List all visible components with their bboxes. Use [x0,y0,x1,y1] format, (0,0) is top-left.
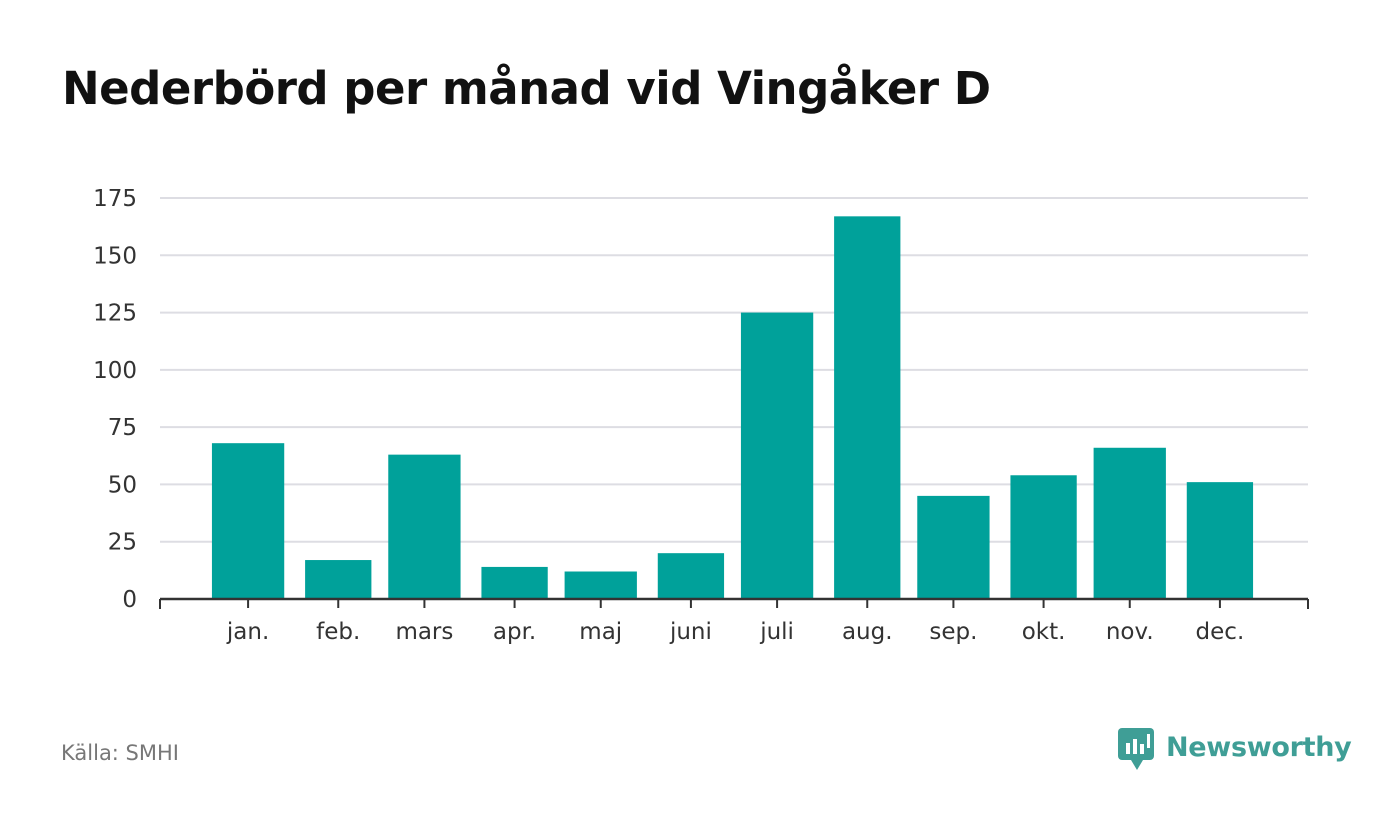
x-tick-label: apr. [493,619,536,645]
x-axis [159,597,1309,609]
newsworthy-logo-icon [1118,728,1154,770]
x-tick-label: feb. [316,619,360,645]
x-tick-label: jan. [226,619,269,645]
y-tick-label: 25 [108,530,137,556]
bar [834,216,901,599]
x-tick-label: okt. [1022,619,1066,645]
bars [211,216,1254,599]
x-tick-label: dec. [1196,619,1245,645]
y-tick-label: 100 [93,358,137,384]
brand-name: Newsworthy [1166,731,1352,763]
chart-title: Nederbörd per månad vid Vingåker D [62,62,991,115]
bar [917,495,990,599]
bar [481,566,548,599]
y-tick-label: 175 [93,186,137,212]
brand-logo: Newsworthy [1118,728,1352,772]
bar [657,553,725,599]
bar [211,443,285,599]
y-tick-label: 0 [122,587,137,613]
x-tick-label: juli [759,619,794,645]
bar [1186,482,1254,599]
y-tick-label: 125 [93,301,137,327]
bar [740,312,814,599]
bar [388,454,461,599]
x-tick-label: juni [669,619,712,645]
bar [1093,447,1166,599]
bar [564,571,637,599]
y-tick-label: 75 [108,415,137,441]
y-tick-label: 150 [93,243,137,269]
bar [1010,475,1077,599]
y-axis-ticks: 0 25 50 75 100 125 150 175 [93,186,137,613]
x-axis-ticks: jan. feb. mars apr. maj juni juli aug. sep. okt. n… [226,619,1244,645]
x-tick-label: nov. [1106,619,1154,645]
gridlines [160,197,1308,543]
bar [305,560,372,599]
x-tick-label: maj [579,619,622,645]
x-tick-label: sep. [929,619,977,645]
y-tick-label: 50 [108,472,137,498]
source-label: Källa: SMHI [61,741,179,765]
x-tick-label: aug. [842,619,893,645]
x-tick-label: mars [395,619,453,645]
